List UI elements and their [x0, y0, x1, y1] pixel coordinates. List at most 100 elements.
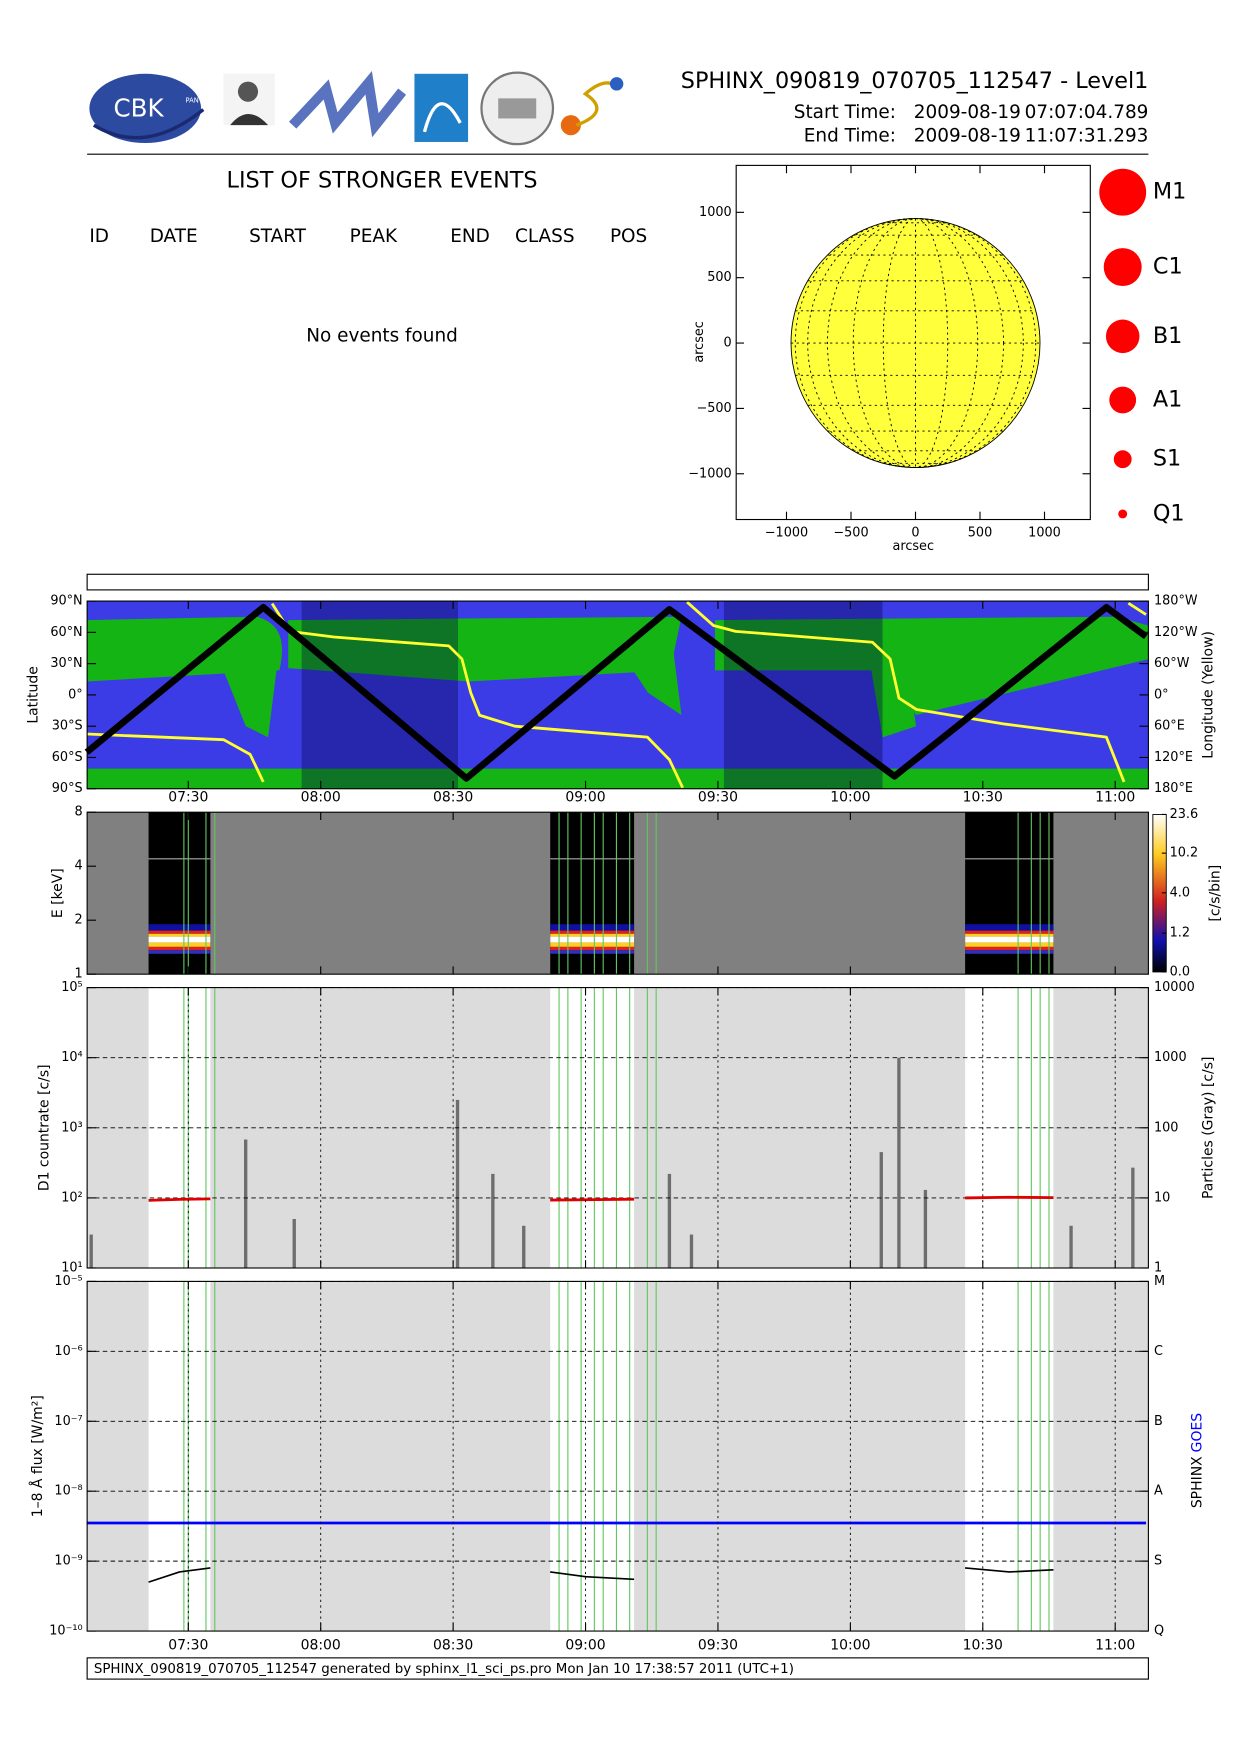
legend-marker: [1118, 509, 1128, 519]
plot-frame: [86, 811, 1149, 975]
x-tick-label: 08:00: [301, 1638, 341, 1654]
spectrum-band: [550, 930, 635, 934]
particle-bar: [879, 1152, 883, 1268]
empty-bar: [86, 573, 1149, 591]
y2-tick-label: 60°W: [1154, 656, 1190, 671]
seal-building: [498, 98, 537, 119]
footer-box: [86, 1657, 1149, 1680]
colorbar-tick-label: 0.0: [1170, 964, 1190, 979]
globe-logo: [609, 77, 624, 91]
x-tick-label: 09:30: [698, 1638, 738, 1654]
y-axis-label: D1 countrate [c/s]: [37, 1064, 53, 1191]
spectrum-band: [550, 950, 635, 954]
particle-bar: [455, 1099, 460, 1268]
spectrum-band: [148, 936, 211, 943]
y2-tick-label: A: [1154, 1484, 1163, 1499]
data-line: [148, 1195, 1054, 1202]
y-tick-label: 10⁻¹⁰: [49, 1624, 82, 1639]
start-label: Start Time:: [794, 102, 896, 123]
coverage-region: [87, 616, 1149, 789]
eclipse-shade: [723, 601, 883, 789]
colorbar-tick-label: 1.2: [1170, 926, 1190, 941]
plot-frame: [735, 164, 1091, 521]
column-header: DATE: [150, 226, 198, 247]
y2-tick-label: 60°E: [1154, 719, 1185, 734]
y-tick-label: 60°N: [50, 625, 82, 640]
x-tick-label: 08:30: [433, 790, 473, 806]
x-tick-label: 08:30: [433, 1638, 473, 1654]
y-axis-label: arcsec: [692, 321, 707, 363]
y-tick-label: 0°: [68, 687, 83, 702]
y2-tick-label: C: [1154, 1344, 1163, 1359]
column-header: CLASS: [515, 226, 575, 247]
y2-axis-label: Particles (Gray) [c/s]: [1201, 1057, 1217, 1199]
y-tick-label: 10⁻⁷: [54, 1414, 82, 1429]
x-tick-label: 08:00: [301, 790, 341, 806]
particle-bar: [923, 1189, 928, 1268]
y-tick-label: 10⁻⁸: [54, 1484, 82, 1499]
x-tick-label: 11:00: [1095, 790, 1135, 806]
y-tick-label: 90°N: [50, 594, 82, 609]
arrow-logo: [414, 73, 469, 142]
x-tick-label: 09:00: [565, 1638, 605, 1654]
logo-text: CBK: [113, 94, 164, 123]
x-tick-label: −500: [833, 525, 868, 540]
column-header: END: [450, 226, 490, 247]
legend-marker: [1109, 386, 1137, 414]
x-tick-label: 07:30: [168, 1638, 208, 1654]
particle-bar: [897, 1057, 901, 1268]
sun-logo: [560, 115, 581, 136]
particle-bar: [689, 1234, 694, 1268]
x-tick-label: 11:00: [1095, 1638, 1135, 1654]
arrow-logo-mark: [422, 102, 462, 133]
colorbar-tick-label: 4.0: [1170, 885, 1190, 900]
report-title: SPHINX_090819_070705_112547 - Level1: [681, 68, 1149, 94]
y2-tick-label: Q: [1154, 1624, 1164, 1639]
colorbar-tick-label: 23.6: [1170, 807, 1199, 822]
data-line: [148, 1567, 1054, 1583]
particle-bar: [89, 1234, 93, 1268]
particle-bar: [667, 1173, 672, 1268]
particle-bar: [522, 1225, 526, 1268]
eclipse-shade: [301, 601, 459, 789]
plot-frame: [86, 987, 1149, 1269]
mian-logo: [289, 70, 407, 138]
y-tick-label: 60°S: [52, 750, 83, 765]
end-date: 2009-08-19: [914, 125, 1021, 146]
plot-frame: [86, 600, 1149, 790]
s-logo: [575, 81, 616, 127]
spectrum-band: [965, 924, 1054, 931]
events-title: LIST OF STRONGER EVENTS: [227, 168, 538, 194]
portrait-body: [230, 114, 269, 126]
events-message: No events found: [306, 325, 458, 346]
x-tick-label: −1000: [765, 525, 808, 540]
particle-bar: [292, 1218, 296, 1268]
spectrum-band: [148, 930, 211, 934]
y-tick-label: 10⁻⁶: [54, 1344, 82, 1359]
y2-tick-label: 0°: [1154, 687, 1169, 702]
colorbar-tick-label: 10.2: [1170, 846, 1199, 861]
y-tick-label: 2: [74, 913, 82, 928]
y2-axis-label: Longitude (Yellow): [1201, 631, 1217, 759]
y-tick-label: 0: [724, 336, 732, 351]
legend-marker: [1113, 450, 1132, 469]
spectrum-band: [965, 933, 1054, 937]
y-tick-label: 1000: [699, 205, 732, 220]
y-tick-label: 1: [74, 967, 82, 982]
legend-marker: [1103, 248, 1142, 287]
x-tick-label: 500: [968, 525, 993, 540]
column-header: POS: [610, 226, 647, 247]
y-tick-label: −1000: [688, 466, 731, 481]
y-tick-label: −500: [696, 401, 731, 416]
spectrum-band: [550, 946, 635, 951]
legend-label: B1: [1153, 323, 1183, 349]
y-tick-label: 8: [74, 805, 82, 820]
column-header: START: [249, 226, 307, 247]
end-label: End Time:: [804, 125, 896, 146]
spectrum-band: [965, 946, 1054, 951]
start-date: 2009-08-19: [914, 102, 1021, 123]
spectrum-band: [965, 942, 1054, 947]
y-tick-label: 10¹: [61, 1260, 82, 1275]
footer: SPHINX_090819_070705_112547 generated by…: [94, 1662, 794, 1677]
